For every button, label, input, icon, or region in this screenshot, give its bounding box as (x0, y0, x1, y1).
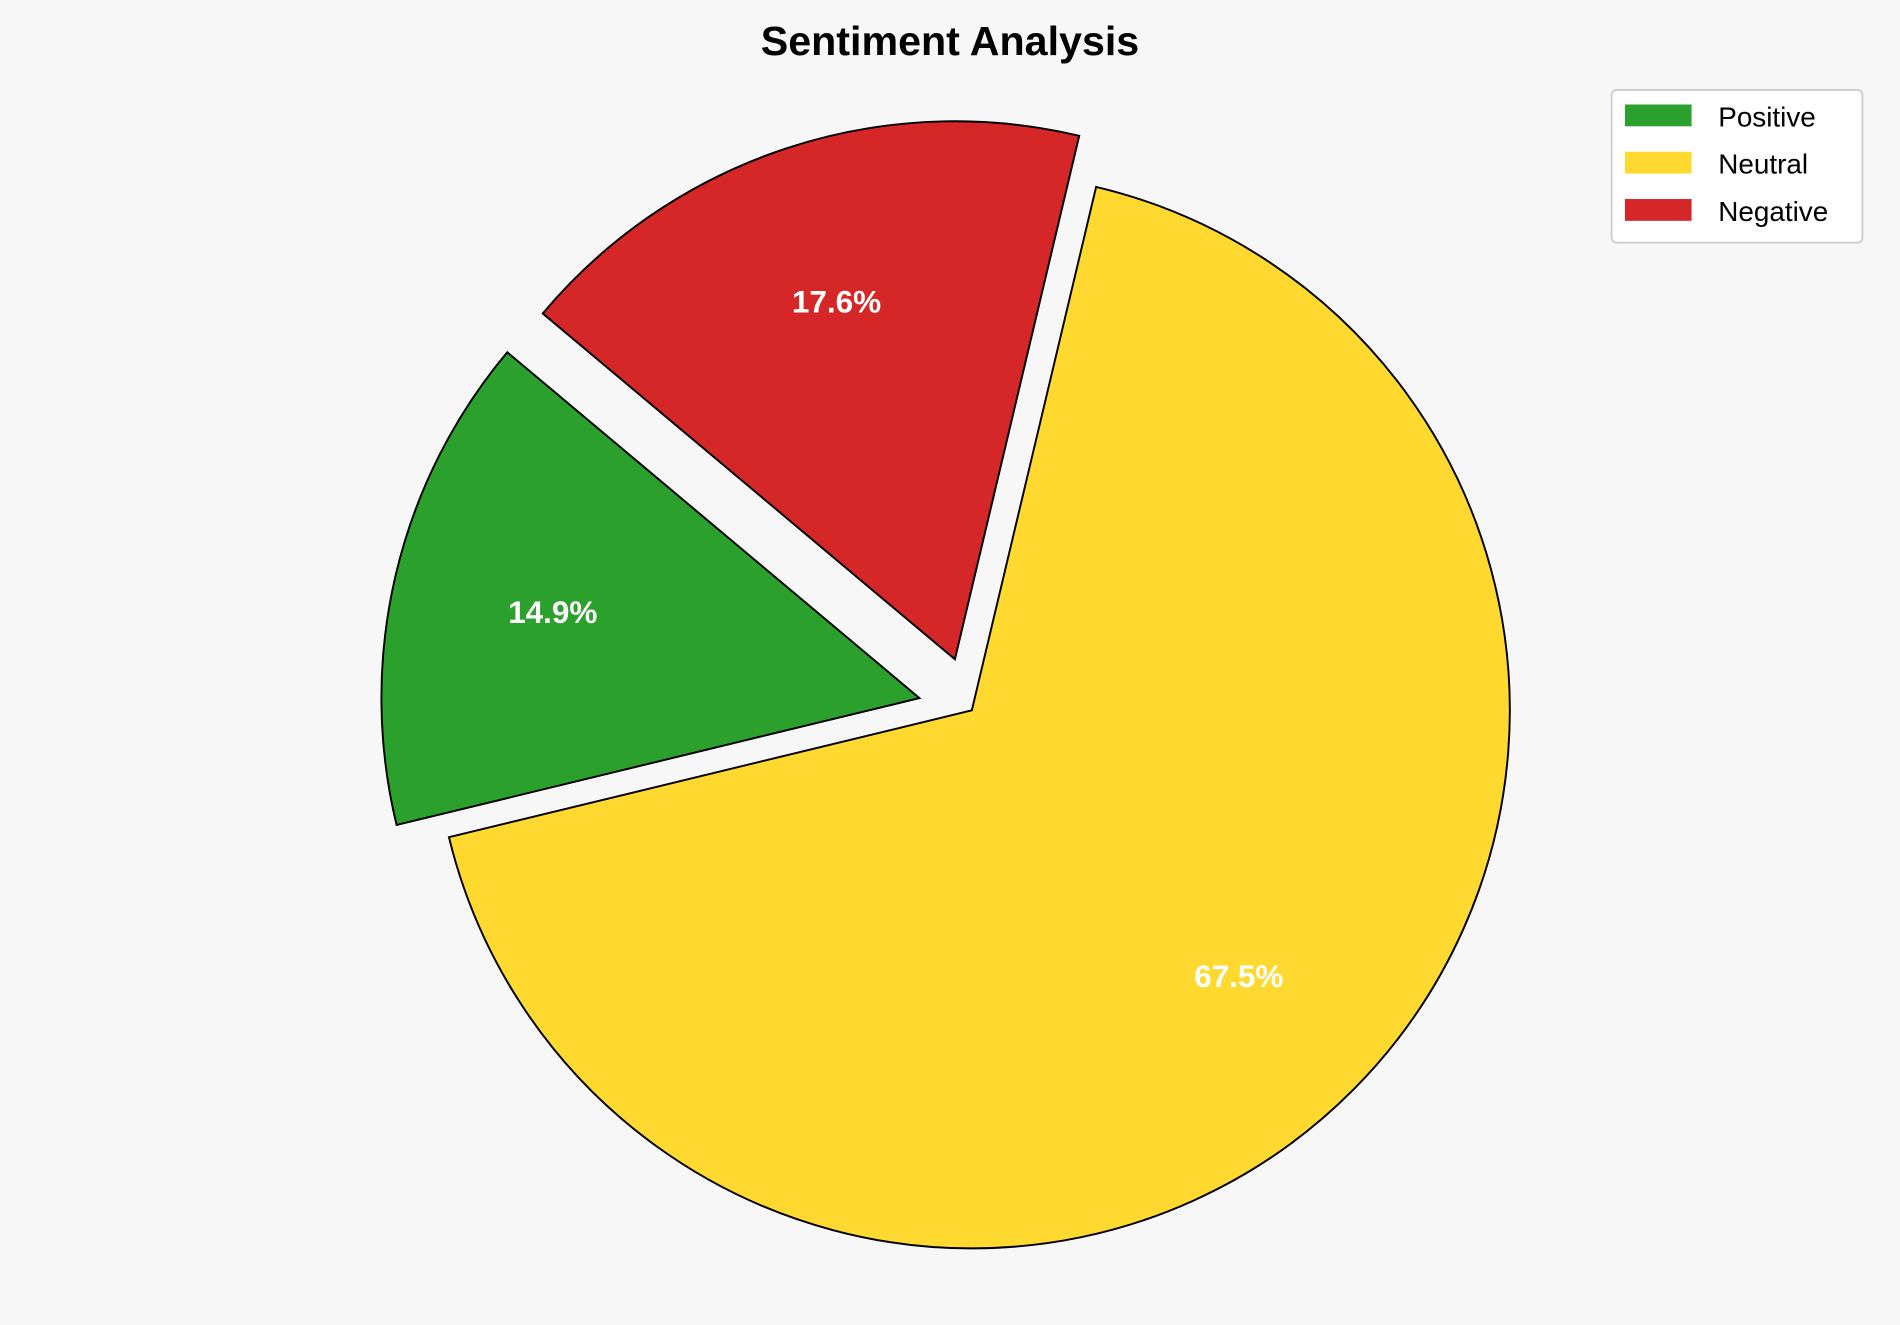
pie-wedge-positive (380, 350, 922, 827)
pie-label-positive: 14.9% (508, 594, 597, 630)
legend-swatch-negative (1624, 199, 1692, 221)
pie-label-neutral: 67.5% (1194, 958, 1283, 994)
legend-label-neutral: Neutral (1718, 149, 1808, 180)
legend-swatch-neutral (1624, 151, 1692, 174)
pie-wedge-negative (541, 120, 1081, 662)
pie-wedge-neutral (447, 185, 1511, 1250)
pie-label-negative: 17.6% (792, 284, 881, 320)
pie-labels: 14.9% 67.5% 17.6% (508, 284, 1283, 994)
legend: Positive Neutral Negative (1610, 89, 1864, 244)
chart-title: Sentiment Analysis (761, 18, 1139, 64)
pie-wedges (380, 120, 1511, 1250)
legend-swatch-positive (1624, 104, 1692, 127)
legend-label-positive: Positive (1718, 101, 1816, 132)
legend-label-negative: Negative (1718, 196, 1828, 227)
